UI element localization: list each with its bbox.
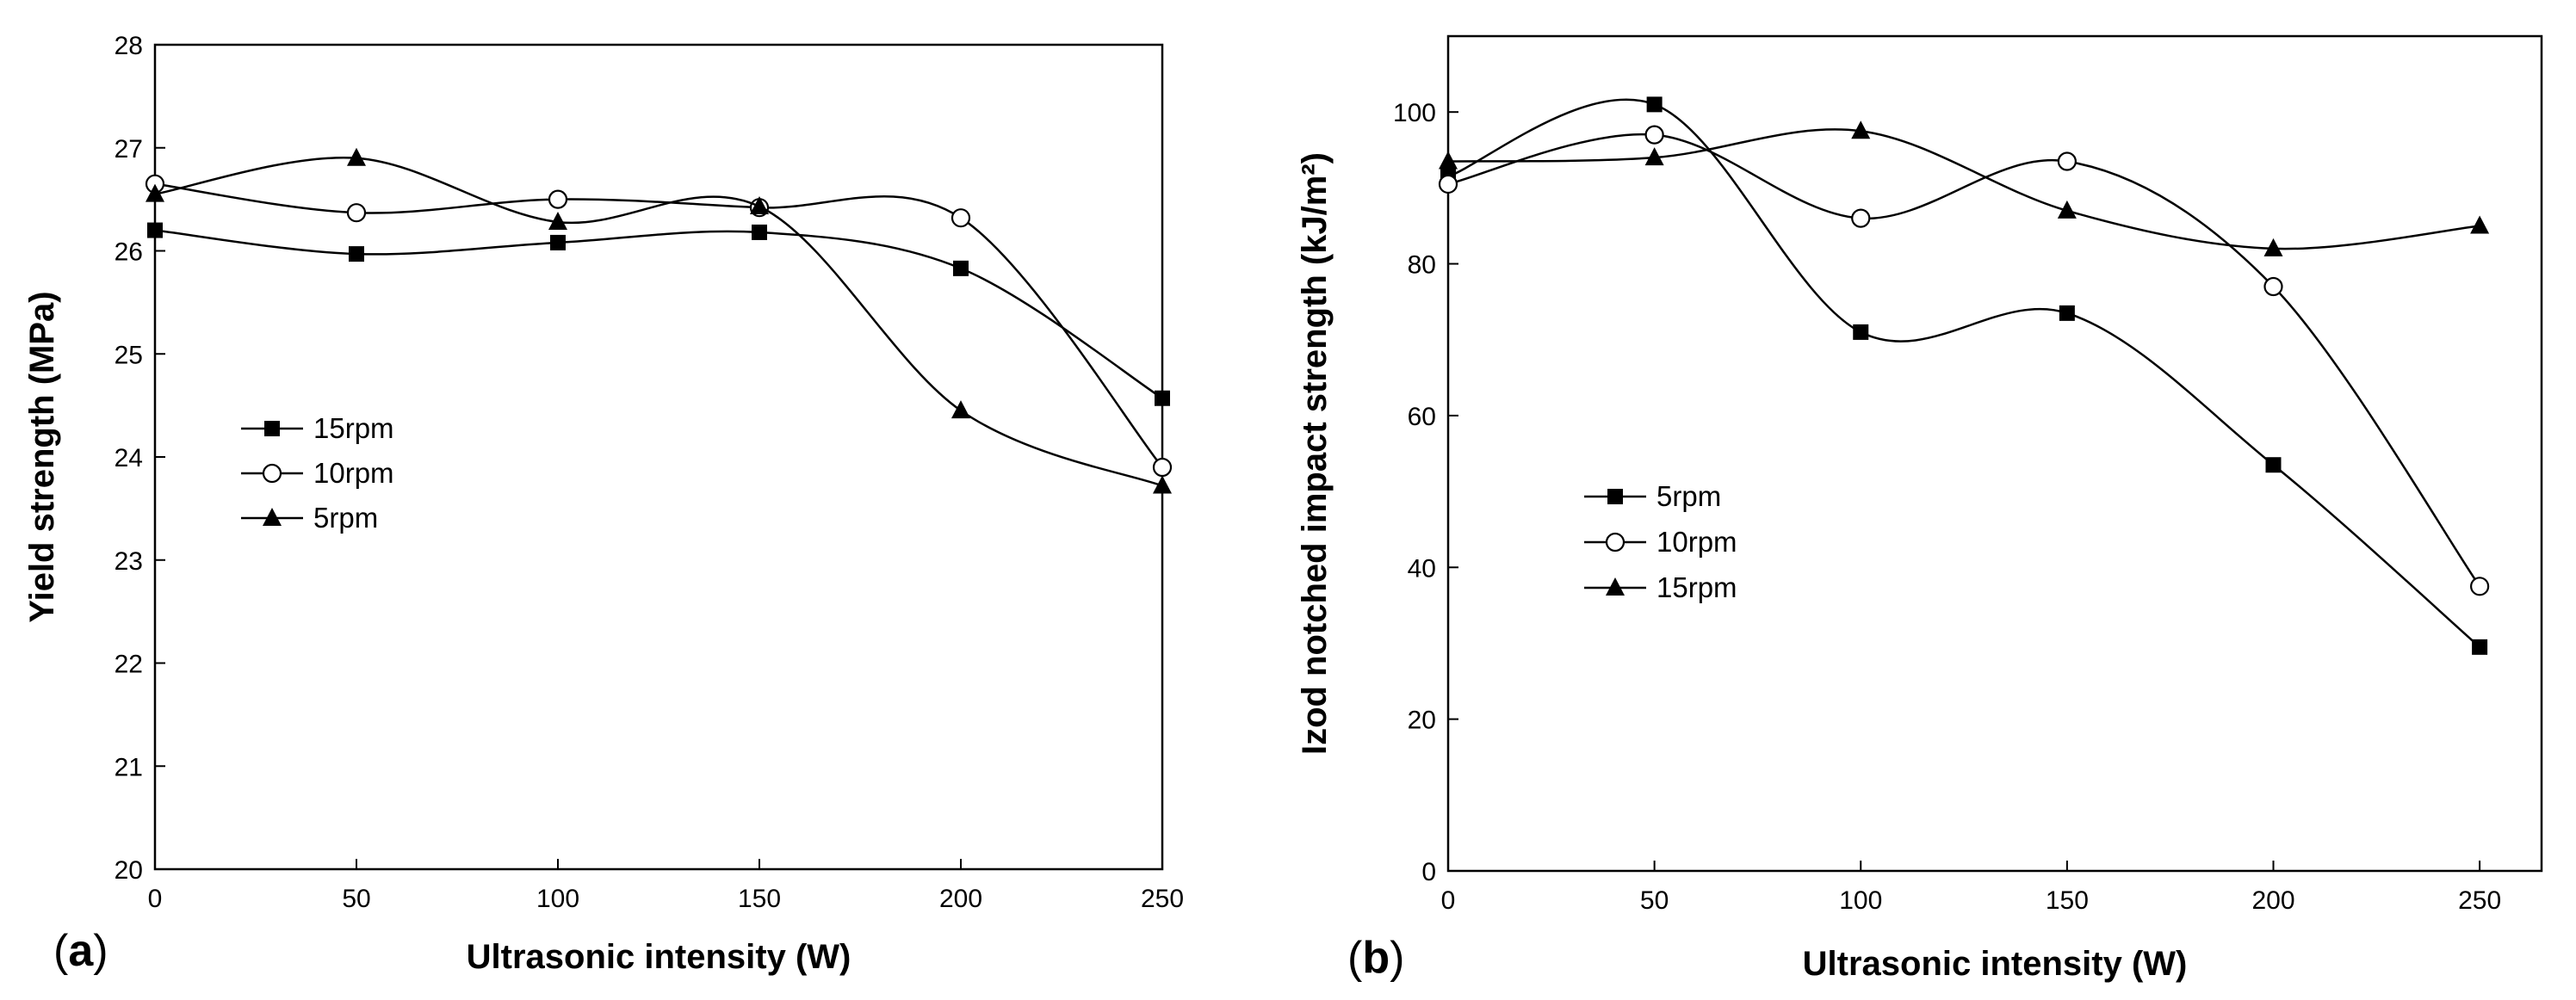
y-tick-label: 23 <box>115 547 143 576</box>
series-curve <box>154 229 1163 399</box>
x-tick-label: 50 <box>342 885 370 913</box>
series-15rpm <box>147 222 1170 406</box>
plot-frame <box>153 43 1164 871</box>
series-10rpm <box>145 174 1173 478</box>
panel-label: (a) <box>53 926 108 976</box>
series-5rpm <box>1440 96 2488 655</box>
data-point <box>1153 475 1172 494</box>
legend-marker <box>1606 577 1625 596</box>
x-tick-label: 0 <box>148 885 163 913</box>
legend-label: 10rpm <box>1656 526 1737 558</box>
data-point <box>2263 238 2283 256</box>
data-point <box>1644 125 1664 145</box>
data-point <box>1646 96 1663 113</box>
x-tick-label: 0 <box>1441 886 1456 915</box>
y-tick-label: 24 <box>115 444 143 472</box>
data-point <box>548 189 568 209</box>
legend-label: 10rpm <box>313 457 394 489</box>
plot-frame <box>1446 34 2543 873</box>
data-point <box>752 224 767 240</box>
data-point <box>349 246 364 262</box>
x-tick-label: 150 <box>2046 886 2089 915</box>
series-curve <box>1447 98 2480 648</box>
y-tick-label: 21 <box>115 753 143 781</box>
data-point <box>2470 577 2490 596</box>
y-tick-label: 40 <box>1408 554 1436 583</box>
y-tick-label: 26 <box>115 238 143 267</box>
series-curve <box>1447 128 2480 250</box>
data-point <box>346 203 367 223</box>
x-tick-label: 200 <box>2251 886 2294 915</box>
y-tick-label: 20 <box>1408 707 1436 735</box>
data-point <box>1152 457 1173 478</box>
data-point <box>1851 208 1871 228</box>
data-point <box>1644 147 1664 166</box>
legend: 5rpm 10rpm 15rpm <box>1584 480 1737 603</box>
series-10rpm <box>1438 125 2490 596</box>
y-axis-title: Yield strength (MPa) <box>23 291 61 622</box>
series-curve <box>154 182 1163 468</box>
data-point <box>1439 151 1458 170</box>
legend: 15rpm 10rpm 5rpm <box>241 412 394 534</box>
legend-label: 5rpm <box>1656 480 1721 512</box>
data-point <box>347 147 366 166</box>
data-point <box>953 260 969 276</box>
legend-label: 15rpm <box>313 412 394 444</box>
data-point <box>2057 200 2077 219</box>
data-point <box>750 196 769 215</box>
y-tick-label: 100 <box>1393 99 1436 127</box>
x-tick-label: 250 <box>2458 886 2501 915</box>
data-point <box>2472 639 2488 655</box>
y-tick-label: 27 <box>115 135 143 164</box>
data-point <box>550 234 566 250</box>
data-point <box>951 400 970 419</box>
x-tick-label: 100 <box>1839 886 1882 915</box>
data-point <box>548 211 567 230</box>
series-5rpm <box>146 147 1172 494</box>
data-point <box>2263 276 2283 297</box>
y-tick-label: 80 <box>1408 251 1436 280</box>
data-point <box>1853 324 1869 340</box>
data-point <box>1851 120 1871 139</box>
data-point <box>2265 457 2282 473</box>
x-tick-label: 150 <box>738 885 781 913</box>
y-tick-label: 28 <box>115 32 143 60</box>
chart-panel-a: 0 50 100 150 200 250 20 21 22 23 24 25 26 27 28 Ultraso… <box>23 32 1184 976</box>
data-point <box>1155 390 1170 406</box>
y-tick-label: 60 <box>1408 403 1436 431</box>
legend-label: 5rpm <box>313 502 378 534</box>
y-tick-label: 22 <box>115 651 143 679</box>
x-axis-title: Ultrasonic intensity (W) <box>467 938 851 976</box>
chart-panel-b: 0 50 100 150 200 250 0 20 40 60 80 100 Ultrasonic in… <box>1296 34 2543 983</box>
legend-marker <box>1605 532 1625 552</box>
legend-label: 15rpm <box>1656 571 1737 603</box>
legend-marker <box>1607 489 1623 504</box>
data-point <box>146 183 164 202</box>
x-tick-label: 250 <box>1141 885 1184 913</box>
y-tick-label: 20 <box>115 856 143 885</box>
y-tick-label: 25 <box>115 341 143 369</box>
data-point <box>147 222 163 238</box>
legend-marker <box>263 508 282 526</box>
legend-marker <box>264 421 280 436</box>
y-tick-label: 0 <box>1421 858 1436 886</box>
x-tick-label: 200 <box>939 885 982 913</box>
y-axis-title: Izod notched impact strength (kJ/m²) <box>1296 152 1334 755</box>
data-point <box>1438 174 1458 194</box>
data-point <box>2059 305 2075 321</box>
data-point <box>2470 215 2490 234</box>
x-tick-label: 100 <box>536 885 579 913</box>
data-point <box>951 208 971 228</box>
legend-marker <box>262 463 282 484</box>
series-15rpm <box>1439 120 2490 256</box>
series-curve <box>1447 133 2481 588</box>
x-axis-title: Ultrasonic intensity (W) <box>1803 945 2188 983</box>
series-curve <box>154 156 1163 487</box>
data-point <box>2057 151 2077 171</box>
panel-label: (b) <box>1347 933 1404 983</box>
x-tick-label: 50 <box>1640 886 1669 915</box>
